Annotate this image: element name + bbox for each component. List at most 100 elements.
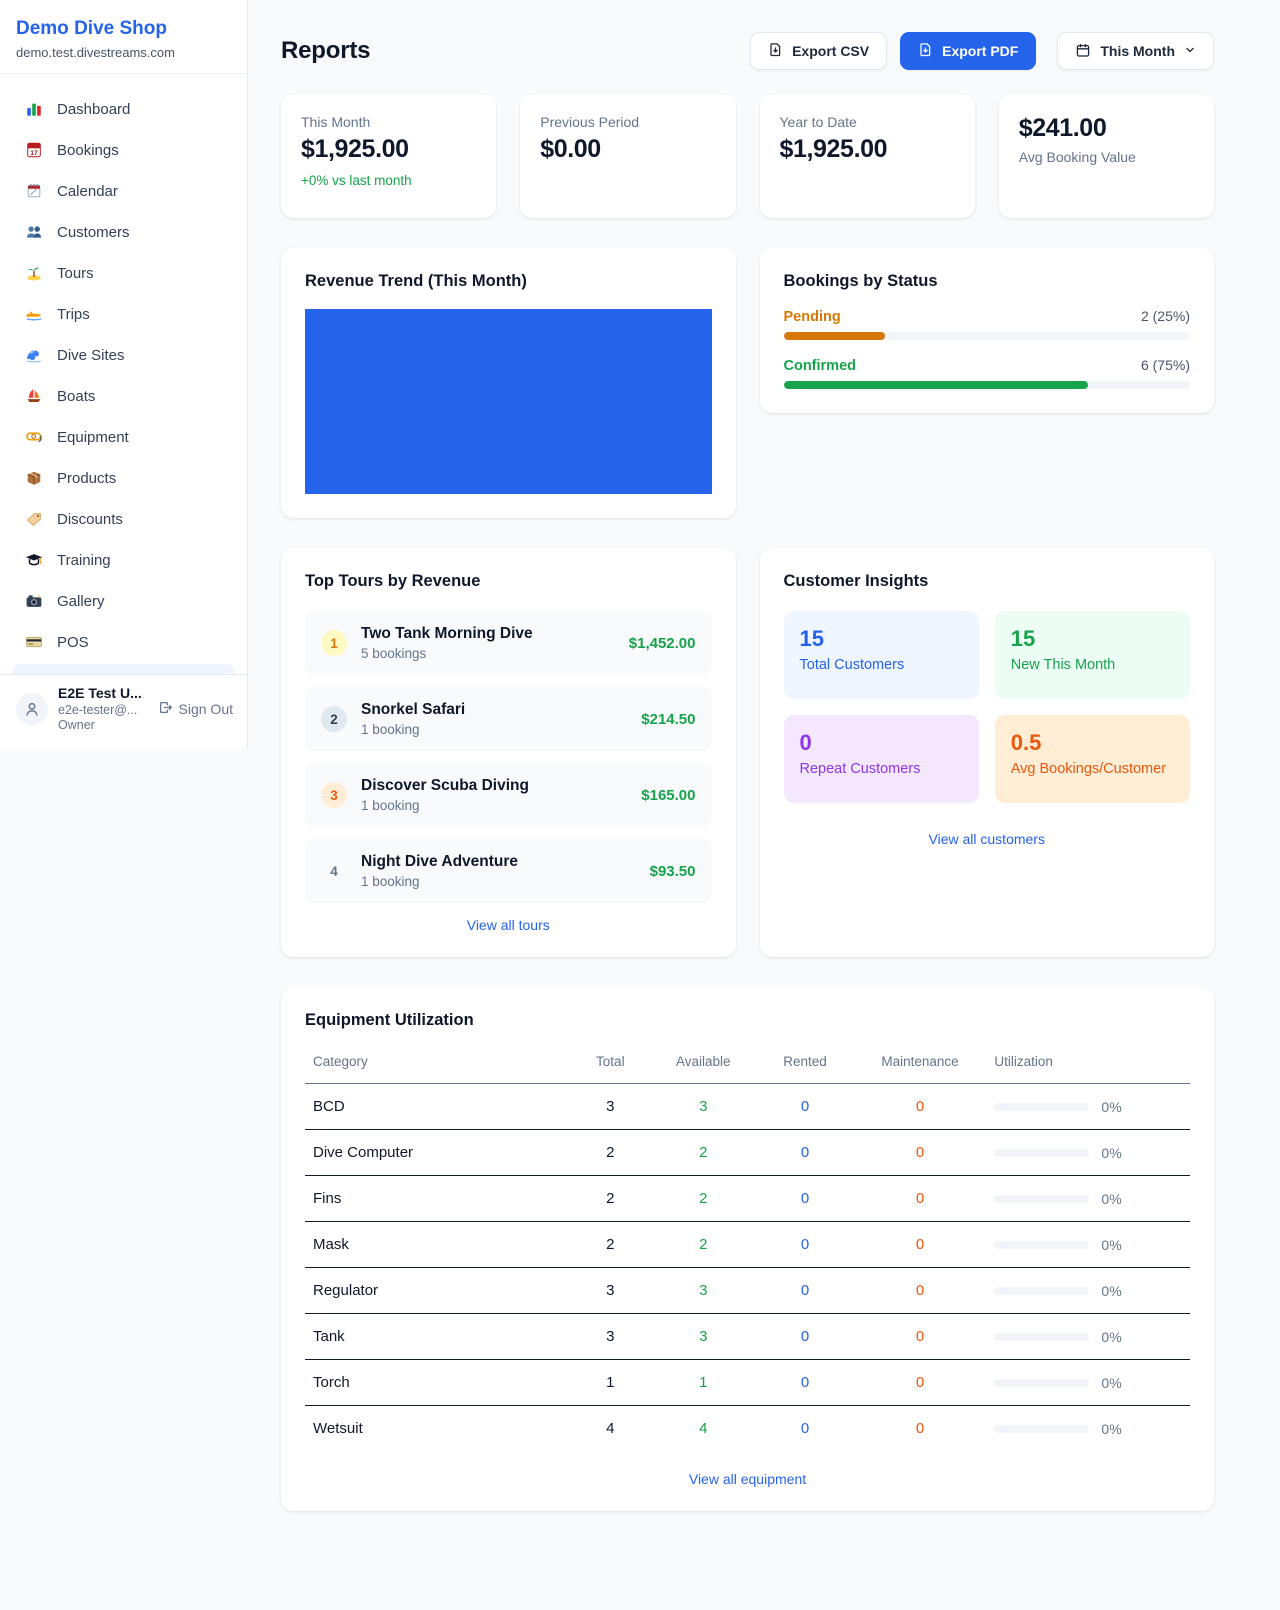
cell-total: 4 <box>606 1420 615 1437</box>
sidebar-item-tours[interactable]: Tours <box>12 254 235 292</box>
cell-category: BCD <box>305 1083 571 1130</box>
equipment-utilization-title: Equipment Utilization <box>305 1011 474 1029</box>
cell-rented: 0 <box>756 1129 854 1176</box>
brand-name[interactable]: Demo Dive Shop <box>16 18 167 39</box>
insight-tiles: 15 Total Customers 15 New This Month 0 R… <box>783 611 1190 803</box>
cell-total: 3 <box>570 1313 651 1360</box>
spiral-calendar-icon <box>24 182 44 200</box>
cell-maintenance: 0 <box>853 1359 987 1406</box>
insight-tile-repeat-customers: 0 Repeat Customers <box>783 715 979 803</box>
equipment-table: Category Total Available Rented Maintena… <box>305 1044 1190 1451</box>
header-actions: Export CSV Export PDF This Month <box>750 32 1214 70</box>
tour-rank-badge: 4 <box>330 863 338 879</box>
tour-revenue: $165.00 <box>641 786 696 804</box>
utilization-percent: 0% <box>1101 1374 1122 1391</box>
cell-rented: 0 <box>800 1420 810 1437</box>
cell-available: 4 <box>699 1420 708 1437</box>
cell-total: 3 <box>570 1267 651 1314</box>
sidebar-item-trips[interactable]: Trips <box>12 295 235 333</box>
stats-row: This Month $1,925.00 +0% vs last month P… <box>281 94 1214 218</box>
status-count: 2 (25%) <box>1140 308 1190 324</box>
cell-utilization: 0% <box>986 1175 1190 1222</box>
file-download-icon <box>918 42 933 60</box>
export-csv-label: Export CSV <box>792 43 870 59</box>
sidebar-item-label: Boats <box>57 387 96 405</box>
table-row-regulator: Regulator 3 3 0 0 0% <box>305 1267 1190 1314</box>
bookings-by-status-card: Bookings by Status Pending 2 (25%) <box>759 248 1214 413</box>
status-row-pending: Pending 2 (25%) <box>783 308 1190 340</box>
brand-domain: demo.test.divestreams.com <box>16 45 175 60</box>
column-header-rented: Rented <box>756 1044 854 1084</box>
stat-label: Year to Date <box>779 114 857 130</box>
period-dropdown[interactable]: This Month <box>1057 32 1214 70</box>
bookings-by-status-title: Bookings by Status <box>783 272 938 290</box>
status-row-confirmed: Confirmed 6 (75%) <box>783 357 1190 389</box>
export-pdf-button[interactable]: Export PDF <box>900 32 1037 70</box>
cell-utilization: 0% <box>986 1406 1190 1452</box>
view-all-tours-link[interactable]: View all tours <box>466 917 550 933</box>
stat-label: This Month <box>301 114 371 130</box>
utilization-percent: 0% <box>1101 1420 1122 1437</box>
view-all-customers-link[interactable]: View all customers <box>928 831 1045 847</box>
stat-card-previous-period: Previous Period $0.00 <box>520 94 736 218</box>
charts-row: Revenue Trend (This Month) Bookings by S… <box>281 248 1214 518</box>
cell-maintenance: 0 <box>853 1175 987 1222</box>
sidebar: Demo Dive Shop demo.test.divestreams.com… <box>0 0 248 748</box>
insight-tile-total-customers: 15 Total Customers <box>783 611 979 699</box>
tour-row-discover-scuba-diving: 3 Discover Scuba Diving 1 booking $165.0… <box>305 763 712 827</box>
cell-utilization: 0% <box>986 1313 1190 1360</box>
sidebar-item-equipment[interactable]: Equipment <box>12 418 235 456</box>
export-csv-button[interactable]: Export CSV <box>750 32 888 70</box>
sidebar-item-dashboard[interactable]: Dashboard <box>12 90 235 128</box>
brand[interactable]: Demo Dive Shop demo.test.divestreams.com <box>0 0 247 74</box>
revenue-trend-title: Revenue Trend (This Month) <box>305 272 527 290</box>
cell-category: Regulator <box>305 1267 571 1314</box>
column-header-category: Category <box>305 1044 571 1084</box>
cell-category: Fins <box>305 1175 571 1222</box>
sidebar-item-reports-active-partial[interactable] <box>12 664 235 674</box>
sign-out-button[interactable]: Sign Out <box>158 700 233 718</box>
status-progress-track <box>783 381 1190 389</box>
sidebar-item-products[interactable]: Products <box>12 459 235 497</box>
cell-utilization: 0% <box>986 1083 1190 1130</box>
utilization-bar <box>994 1102 1090 1111</box>
view-all-equipment-link[interactable]: View all equipment <box>688 1471 807 1487</box>
tour-name: Discover Scuba Diving <box>361 777 529 794</box>
table-row-wetsuit: Wetsuit 4 4 0 0 0% <box>305 1406 1190 1452</box>
status-label: Pending <box>783 309 841 325</box>
logout-icon <box>158 700 173 718</box>
sidebar-item-bookings[interactable]: 17 Bookings <box>12 131 235 169</box>
sidebar-item-boats[interactable]: Boats <box>12 377 235 415</box>
cell-utilization: 0% <box>986 1267 1190 1314</box>
tour-revenue: $93.50 <box>649 862 696 880</box>
tour-row-two-tank-morning-dive: 1 Two Tank Morning Dive 5 bookings $1,45… <box>305 611 712 675</box>
chevron-down-icon <box>1184 43 1196 59</box>
sidebar-item-dive-sites[interactable]: Dive Sites <box>12 336 235 374</box>
cell-available: 1 <box>650 1359 757 1406</box>
calendar-icon <box>1075 42 1091 61</box>
cell-total: 2 <box>570 1221 651 1268</box>
tour-revenue: $214.50 <box>641 710 696 728</box>
cell-total: 2 <box>570 1175 651 1222</box>
tour-bookings-count: 1 booking <box>361 722 420 737</box>
sidebar-item-calendar[interactable]: Calendar <box>12 172 235 210</box>
stat-value: $1,925.00 <box>779 135 888 163</box>
stat-card-this-month: This Month $1,925.00 +0% vs last month <box>281 94 497 218</box>
cell-rented: 0 <box>756 1083 854 1130</box>
insight-tile-new-this-month: 15 New This Month <box>994 611 1190 699</box>
utilization-percent: 0% <box>1101 1098 1122 1115</box>
sidebar-item-customers[interactable]: Customers <box>12 213 235 251</box>
sidebar-item-label: Gallery <box>57 592 105 610</box>
cell-rented: 0 <box>756 1221 854 1268</box>
table-row-torch: Torch 1 1 0 0 0% <box>305 1359 1190 1406</box>
package-icon <box>24 469 44 487</box>
revenue-trend-chart <box>305 309 712 494</box>
tour-bookings-count: 5 bookings <box>361 646 427 661</box>
sidebar-item-discounts[interactable]: Discounts <box>12 500 235 538</box>
sidebar-item-training[interactable]: Training <box>12 541 235 579</box>
sidebar-item-gallery[interactable]: Gallery <box>12 582 235 620</box>
island-icon <box>24 264 44 282</box>
cell-available: 2 <box>650 1175 757 1222</box>
sidebar-item-pos[interactable]: POS <box>12 623 235 661</box>
stat-delta: +0% vs last month <box>301 173 412 188</box>
